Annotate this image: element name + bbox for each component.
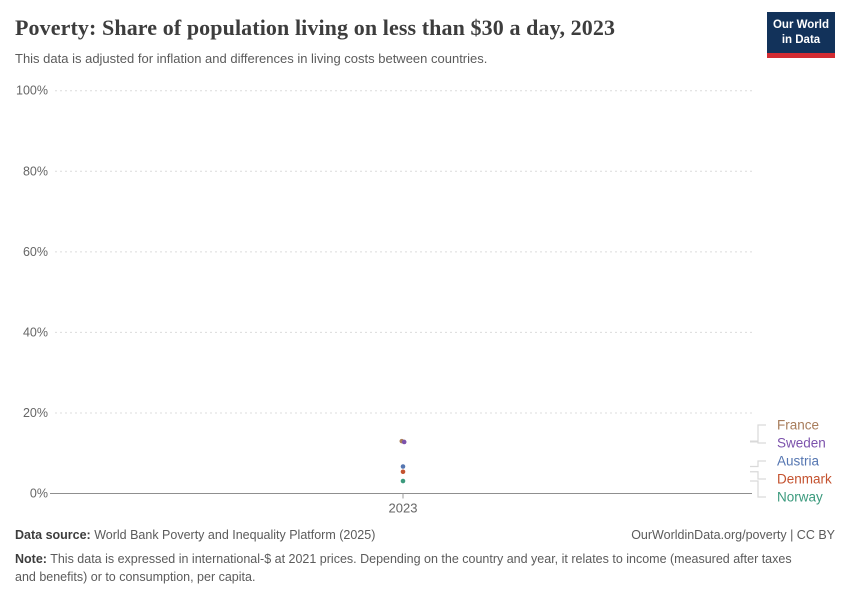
y-axis-tick-label: 80% [23,164,48,178]
owid-logo-text-line2: in Data [781,33,821,46]
data-point-norway[interactable] [400,478,406,484]
x-axis-tick-label: 2023 [389,501,418,516]
data-point-sweden[interactable] [401,439,407,445]
leader-line [750,471,766,480]
entity-label-austria[interactable]: Austria [777,454,820,469]
y-axis-tick-label: 60% [23,245,48,259]
leader-line [750,480,766,498]
note-line: Note: This data is expressed in internat… [15,550,810,586]
data-source-label: Data source: [15,528,91,542]
page-subtitle: This data is adjusted for inflation and … [15,51,488,66]
y-axis-tick-label: 0% [30,487,48,501]
data-source-line: Data source: World Bank Poverty and Ineq… [15,528,375,542]
attribution-link[interactable]: OurWorldinData.org/poverty | CC BY [631,528,835,542]
note-label: Note: [15,552,47,566]
owid-logo-text-line1: Our World [772,18,829,31]
chart-footer: Data source: World Bank Poverty and Ineq… [15,528,835,586]
chart-plot-area: 100% 80% 60% 40% 20% 0% 2023 France Sweden Austri… [0,80,850,525]
entity-label-france[interactable]: France [777,418,819,433]
leader-line [750,424,766,442]
note-text: This data is expressed in international-… [15,552,792,585]
leader-line [750,441,766,444]
entity-label-denmark[interactable]: Denmark [777,472,832,487]
entity-label-norway[interactable]: Norway [777,490,823,505]
y-axis-tick-label: 20% [23,406,48,420]
leader-line [750,460,766,468]
scatter-chart: 100% 80% 60% 40% 20% 0% 2023 France Sweden Austri… [16,84,832,516]
data-source-text: World Bank Poverty and Inequality Platfo… [90,528,376,542]
chart-header: Poverty: Share of population living on l… [0,0,850,78]
y-axis-tick-label: 40% [23,325,48,339]
owid-logo[interactable]: Our World in Data [767,12,835,58]
entity-label-sweden[interactable]: Sweden [777,436,826,451]
y-axis-tick-label: 100% [16,84,48,98]
data-point-denmark[interactable] [400,469,406,475]
page-title: Poverty: Share of population living on l… [15,15,616,40]
data-point-austria[interactable] [400,464,406,469]
